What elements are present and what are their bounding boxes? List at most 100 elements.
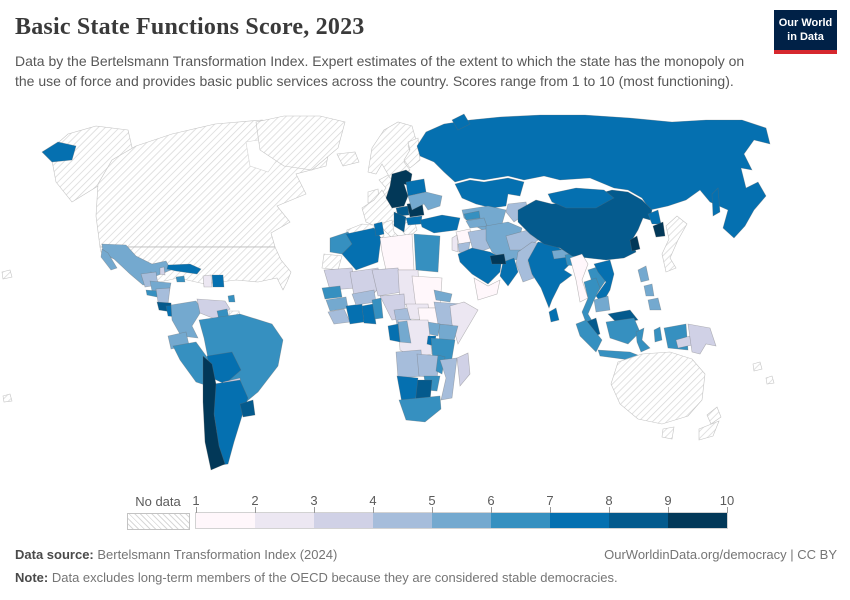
- region-cuba[interactable]: Cuba: [166, 263, 202, 275]
- legend-tick-label: 7: [546, 493, 554, 508]
- region-belize[interactable]: Belize: [159, 266, 166, 276]
- region-tunisia[interactable]: Tunisia: [373, 221, 385, 237]
- region-australia[interactable]: Australia: [610, 351, 706, 425]
- region-haiti[interactable]: Haiti: [202, 274, 213, 288]
- region-colombia[interactable]: Colombia: [170, 300, 203, 339]
- region-japan[interactable]: Japan: [661, 215, 688, 273]
- world-choropleth-map: United States Canada United States Green…: [1, 113, 775, 471]
- legend-bin-2-3[interactable]: [255, 513, 314, 528]
- region-balkans[interactable]: Western Balkans: [393, 211, 407, 233]
- region-brazil[interactable]: Brazil: [198, 313, 284, 407]
- region-indonesia-moluccas[interactable]: Indonesia: [653, 326, 663, 343]
- owid-logo[interactable]: Our World in Data: [774, 10, 837, 54]
- region-philippines-luzon[interactable]: Philippines: [637, 265, 650, 283]
- region-scandinavia[interactable]: Norway, Sweden & Finland: [367, 121, 417, 181]
- region-algeria[interactable]: Algeria: [341, 227, 382, 271]
- region-somalia[interactable]: Somalia: [449, 301, 479, 345]
- region-sierra-leone-liberia[interactable]: Sierra Leone & Liberia: [327, 308, 351, 325]
- region-madagascar[interactable]: Madagascar: [456, 352, 471, 387]
- legend-no-data-swatch[interactable]: [127, 513, 190, 530]
- region-gabon[interactable]: Gabon: [387, 323, 401, 343]
- legend-bin-8-9[interactable]: [609, 513, 668, 528]
- region-eritrea[interactable]: Eritrea: [433, 289, 453, 303]
- region-new-zealand-north[interactable]: New Zealand: [706, 406, 722, 425]
- region-scandinavia-finland[interactable]: Norway, Sweden & Finland: [403, 137, 421, 169]
- region-mozambique[interactable]: Mozambique: [439, 357, 458, 401]
- region-uruguay[interactable]: Uruguay: [239, 399, 256, 418]
- region-oman[interactable]: Oman: [499, 257, 519, 287]
- legend-bin-6-7[interactable]: [491, 513, 550, 528]
- legend-tick-label: 1: [192, 493, 200, 508]
- region-pacific-1[interactable]: Pacific islands: [752, 361, 763, 372]
- region-russia[interactable]: Russia: [416, 114, 771, 239]
- region-uae-qatar[interactable]: United Arab Emirates & Qatar: [489, 253, 507, 265]
- legend-bin-3-4[interactable]: [314, 513, 373, 528]
- region-ghana[interactable]: Ghana: [361, 303, 377, 325]
- region-myanmar[interactable]: Myanmar: [569, 253, 589, 303]
- region-philippines-visayas[interactable]: Philippines: [643, 283, 655, 297]
- region-jamaica[interactable]: Jamaica: [175, 275, 186, 283]
- region-guinea[interactable]: Guinea: [325, 296, 349, 312]
- region-lebanon[interactable]: Lebanon: [451, 234, 459, 253]
- region-indonesia-borneo[interactable]: Indonesia: [605, 317, 641, 345]
- region-turkey[interactable]: Turkey: [419, 214, 461, 234]
- region-indonesia-sumatra[interactable]: Indonesia: [575, 319, 603, 353]
- legend-tick-label: 5: [428, 493, 436, 508]
- region-mexico-baja[interactable]: Mexico: [100, 248, 118, 271]
- region-niger[interactable]: Niger: [371, 267, 403, 297]
- owid-logo-line1: Our World: [778, 17, 833, 29]
- region-congo[interactable]: Congo: [397, 320, 412, 344]
- region-sri-lanka[interactable]: Sri Lanka: [548, 307, 560, 323]
- legend-tick-label: 10: [719, 493, 735, 508]
- note-label: Note:: [15, 570, 49, 585]
- region-philippines-mindanao[interactable]: Philippines: [647, 297, 662, 311]
- region-russia-chukotka[interactable]: Russia: [41, 141, 77, 163]
- region-trinidad-tobago[interactable]: Trinidad and Tobago: [227, 294, 236, 303]
- legend-bin-1-2[interactable]: [196, 513, 255, 528]
- region-western-sahara[interactable]: Western Sahara: [321, 253, 343, 271]
- region-hungary[interactable]: Hungary: [395, 205, 410, 217]
- legend-tick-label: 8: [605, 493, 613, 508]
- region-pacific-3[interactable]: Pacific islands: [1, 269, 13, 280]
- region-senegal[interactable]: Senegal: [321, 285, 343, 300]
- region-bulgaria[interactable]: Bulgaria: [405, 215, 423, 226]
- legend-bin-4-5[interactable]: [373, 513, 432, 528]
- legend-tick-label: 2: [251, 493, 259, 508]
- region-greenland[interactable]: Greenland: [255, 115, 346, 171]
- region-pacific-4[interactable]: Pacific islands: [2, 393, 13, 403]
- region-australia-tasmania[interactable]: Australia: [661, 426, 675, 440]
- region-kazakhstan[interactable]: Kazakhstan: [454, 177, 525, 209]
- region-libya[interactable]: Libya: [379, 233, 415, 271]
- region-iceland[interactable]: Iceland: [336, 151, 360, 167]
- region-cambodia[interactable]: Cambodia: [593, 295, 611, 313]
- region-south-korea[interactable]: South Korea: [652, 221, 666, 238]
- region-russia-sakhalin[interactable]: Russia: [711, 187, 721, 217]
- region-dominican-republic[interactable]: Dominican Republic: [211, 274, 225, 288]
- legend-bin-5-6[interactable]: [432, 513, 491, 528]
- data-source-line: Data source: Bertelsmann Transformation …: [15, 547, 337, 562]
- region-nicaragua[interactable]: Nicaragua: [155, 287, 171, 305]
- region-el-salvador[interactable]: El Salvador: [145, 289, 159, 298]
- region-taiwan[interactable]: Taiwan: [629, 235, 641, 252]
- legend-tick-mark: [609, 507, 610, 513]
- region-georgia[interactable]: Georgia: [463, 210, 481, 221]
- region-south-africa[interactable]: South Africa: [398, 395, 442, 423]
- legend-tick-label: 4: [369, 493, 377, 508]
- region-new-zealand-south[interactable]: New Zealand: [698, 420, 720, 441]
- region-egypt[interactable]: Egypt: [413, 233, 441, 273]
- legend-bin-9-10[interactable]: [668, 513, 727, 528]
- region-chile[interactable]: Chile: [202, 355, 226, 471]
- region-ukraine[interactable]: Ukraine: [407, 191, 443, 211]
- region-papua-new-guinea[interactable]: Papua New Guinea: [687, 323, 717, 355]
- region-pacific-2[interactable]: Pacific islands: [765, 375, 775, 385]
- region-yemen[interactable]: Yemen: [473, 277, 501, 301]
- region-indonesia-sulawesi[interactable]: Indonesia: [635, 327, 651, 353]
- region-togo-benin[interactable]: Togo & Benin: [371, 297, 384, 320]
- legend-bin-7-8[interactable]: [550, 513, 609, 528]
- legend-tick-label: 6: [487, 493, 495, 508]
- owid-link[interactable]: OurWorldinData.org/democracy | CC BY: [604, 547, 837, 562]
- region-russia-novaya-zemlya[interactable]: Russia: [451, 113, 471, 131]
- region-mongolia[interactable]: Mongolia: [547, 187, 615, 209]
- region-thailand[interactable]: Thailand: [581, 277, 601, 329]
